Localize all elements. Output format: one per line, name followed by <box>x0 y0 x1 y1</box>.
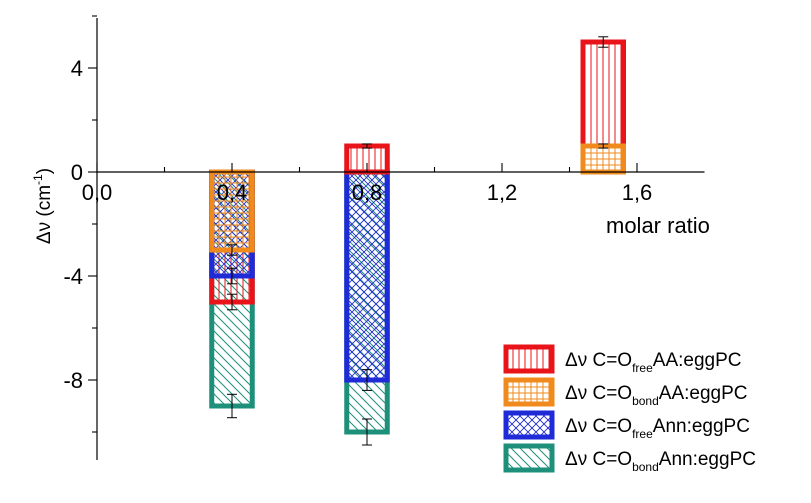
x-tick-label-0: 0,0 <box>82 180 113 205</box>
x-tick-label-2: 0,8 <box>352 180 383 205</box>
legend-label-sub-0: free <box>632 361 653 375</box>
y-tick-label-0: 4 <box>71 56 83 81</box>
y-tick-label-2: -4 <box>63 264 83 289</box>
legend-label-3: Δν C=ObondAnn:eggPC <box>565 449 756 474</box>
legend-item-2: Δν C=OfreeAnn:eggPC <box>506 413 750 441</box>
legend-item-1: Δν C=ObondAA:eggPC <box>506 380 748 408</box>
legend-label-2: Δν C=OfreeAnn:eggPC <box>565 416 750 441</box>
legend-label-suffix-2: Ann:eggPC <box>653 416 750 437</box>
legend-label-suffix-1: AA:eggPC <box>659 383 748 404</box>
x-tick-label-4: 1,6 <box>622 180 653 205</box>
y-axis-label-superscript: -1 <box>31 174 45 185</box>
legend-swatch-fill-0 <box>506 347 552 371</box>
legend-label-1: Δν C=ObondAA:eggPC <box>565 383 748 408</box>
bars-layer <box>212 42 624 432</box>
x-tick-label-1: 0,4 <box>217 180 248 205</box>
legend-label-prefix-1: Δν C=O <box>565 383 632 404</box>
legend-label-sub-2: free <box>632 427 653 441</box>
legend-swatch-fill-2 <box>506 413 552 437</box>
x-tick-label-3: 1,2 <box>487 180 518 205</box>
legend-item-3: Δν C=ObondAnn:eggPC <box>506 446 756 474</box>
legend-label-sub-3: bond <box>632 460 659 474</box>
legend-label-suffix-0: AA:eggPC <box>653 350 742 371</box>
y-axis-label: Δν (cm-1) <box>31 168 55 244</box>
legend-label-suffix-3: Ann:eggPC <box>659 449 756 470</box>
y-axis-label-tail: ) <box>34 168 55 174</box>
y-axis-label-base: Δν (cm <box>34 185 55 244</box>
bar-s1-p1-fill <box>583 146 624 172</box>
legend-label-0: Δν C=OfreeAA:eggPC <box>565 350 742 375</box>
legend-item-0: Δν C=OfreeAA:eggPC <box>506 347 742 375</box>
y-tick-label-3: -8 <box>63 368 83 393</box>
legend-swatch-fill-3 <box>506 446 552 470</box>
legend-swatch-fill-1 <box>506 380 552 404</box>
legend-label-sub-1: bond <box>632 394 659 408</box>
legend-label-prefix-2: Δν C=O <box>565 416 632 437</box>
legend-label-prefix-0: Δν C=O <box>565 350 632 371</box>
x-axis-label: molar ratio <box>606 213 710 238</box>
legend-label-prefix-3: Δν C=O <box>565 449 632 470</box>
